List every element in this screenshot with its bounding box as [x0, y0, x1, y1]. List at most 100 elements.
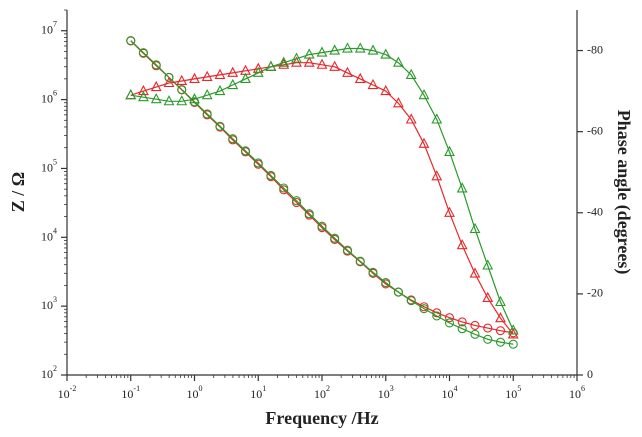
tick-label: 100 [187, 384, 203, 401]
circle-marker [483, 323, 493, 333]
triangle-marker [354, 42, 366, 53]
tick-label-exponent: 7 [53, 20, 57, 29]
triangle-marker [227, 78, 239, 90]
triangle-marker [329, 60, 341, 71]
circle-marker [342, 245, 353, 255]
triangle-marker [367, 78, 379, 90]
tick-label-base: 10 [58, 387, 70, 401]
tick-label-base: 10 [41, 229, 53, 243]
triangle-marker [291, 52, 302, 63]
tick-label-base: 10 [41, 367, 53, 381]
fit-line [130, 62, 514, 335]
tick-label-exponent: 1 [262, 384, 266, 393]
circle-marker [126, 36, 136, 46]
circle-marker [419, 304, 429, 314]
triangle-marker [150, 93, 162, 104]
triangle-marker [316, 58, 328, 69]
triangle-marker [444, 206, 455, 217]
triangle-marker [316, 46, 328, 57]
circle-marker [483, 334, 493, 344]
circle-marker [253, 158, 263, 168]
tick-label-base: 10 [41, 298, 53, 312]
tick-label-exponent: 3 [53, 295, 57, 304]
triangle-marker [329, 44, 341, 55]
triangle-marker [278, 56, 290, 67]
tick-label: 105 [505, 384, 521, 401]
triangle-marker [201, 88, 213, 100]
circle-marker [240, 146, 251, 156]
triangle-marker [482, 259, 494, 270]
tick-label-base: 10 [121, 387, 133, 401]
circle-marker [444, 313, 455, 323]
triangle-marker [252, 66, 264, 77]
y2-axis-label: Phase angle (degrees) [613, 110, 634, 275]
triangle-marker [163, 76, 175, 88]
circle-marker [228, 134, 238, 144]
circle-marker [279, 183, 289, 193]
circle-marker [138, 48, 148, 58]
tick-label: 107 [41, 20, 57, 37]
tick-label-exponent: 3 [390, 384, 394, 393]
triangle-marker [431, 170, 443, 181]
circle-marker [495, 326, 506, 336]
tick-label: 10-1 [121, 384, 140, 401]
y2-tick-label: 0 [587, 367, 593, 381]
circle-marker [291, 196, 302, 206]
triangle-marker [456, 239, 468, 250]
triangle-marker [214, 84, 226, 96]
circle-marker [215, 121, 225, 131]
tick-label-base: 10 [250, 387, 262, 401]
tick-label-base: 10 [187, 387, 199, 401]
tick-label-base: 10 [505, 387, 517, 401]
tick-label-base: 10 [41, 22, 53, 36]
tick-label-exponent: 2 [326, 384, 330, 393]
y2-tick-label: -60 [587, 123, 603, 137]
triangle-marker [176, 74, 188, 86]
tick-label-exponent: -1 [133, 384, 140, 393]
triangle-marker [189, 72, 200, 83]
circle-marker [457, 317, 467, 327]
triangle-marker [163, 95, 175, 106]
triangle-marker [342, 66, 353, 77]
triangle-marker [176, 95, 188, 106]
circle-marker [164, 72, 174, 82]
triangle-marker [138, 91, 149, 102]
triangle-marker [380, 84, 392, 96]
triangle-marker [367, 44, 379, 55]
circle-marker [368, 267, 378, 277]
triangle-marker [125, 88, 137, 100]
circle-marker [177, 84, 187, 95]
tick-label-exponent: -2 [70, 384, 77, 393]
triangle-marker [303, 56, 315, 67]
triangle-marker [405, 68, 417, 79]
triangle-marker [393, 56, 404, 67]
circle-marker [444, 318, 455, 328]
circle-marker [406, 296, 416, 306]
circle-marker [317, 221, 327, 231]
circle-marker [470, 329, 480, 339]
tick-label-base: 10 [442, 387, 454, 401]
triangle-marker [201, 70, 213, 81]
fit-line [130, 47, 514, 331]
triangle-marker [507, 324, 519, 335]
triangle-marker [456, 182, 468, 193]
triangle-marker [150, 80, 162, 92]
triangle-marker [418, 137, 430, 148]
triangle-marker [265, 60, 277, 71]
fit-line [130, 40, 514, 334]
tick-label-exponent: 4 [53, 226, 57, 235]
circle-marker [151, 60, 161, 70]
triangle-marker [189, 93, 200, 104]
triangle-marker [405, 113, 417, 124]
tick-label: 106 [41, 88, 57, 105]
tick-label-exponent: 6 [53, 88, 57, 97]
triangle-marker [469, 222, 481, 234]
triangle-marker [303, 48, 315, 59]
tick-label-exponent: 4 [454, 384, 458, 393]
y2-tick-label: -80 [587, 42, 603, 56]
y2-tick-label: -20 [587, 286, 603, 300]
tick-label-exponent: 0 [199, 384, 203, 393]
tick-label: 104 [442, 384, 458, 401]
tick-label: 103 [378, 384, 394, 401]
triangle-marker [354, 72, 366, 83]
